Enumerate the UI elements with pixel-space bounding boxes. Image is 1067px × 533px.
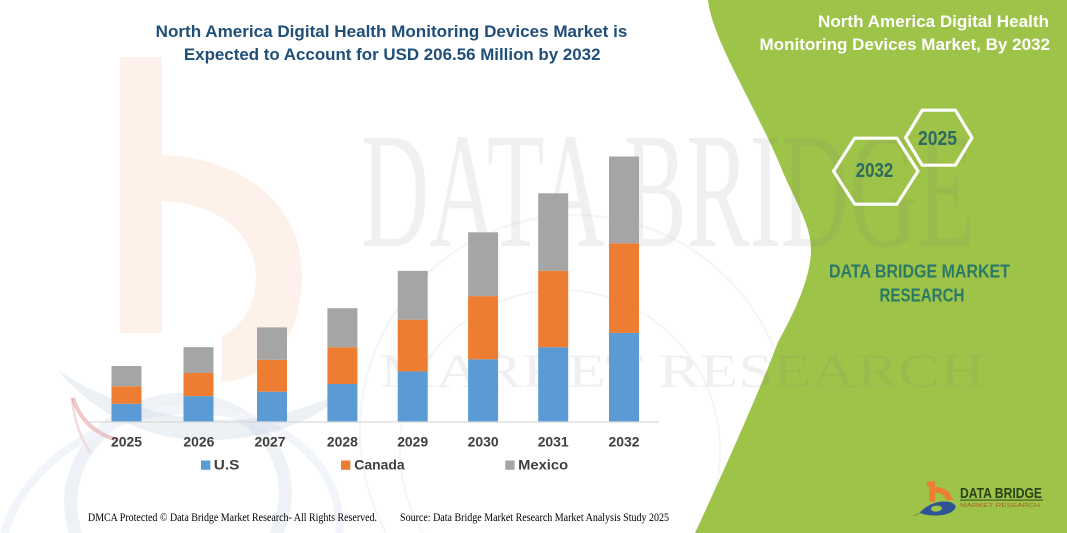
svg-text:2025: 2025	[111, 434, 142, 450]
svg-text:RESEARCH: RESEARCH	[880, 285, 965, 306]
svg-text:2029: 2029	[397, 434, 428, 450]
svg-text:DATA BRIDGE: DATA BRIDGE	[960, 485, 1042, 502]
svg-text:U.S: U.S	[214, 457, 240, 472]
svg-text:North America Digital Health: North America Digital Health	[818, 12, 1049, 31]
svg-text:DATA BRIDGE MARKET: DATA BRIDGE MARKET	[829, 261, 1011, 282]
svg-text:North America Digital Health M: North America Digital Health Monitoring …	[156, 22, 628, 41]
svg-text:DMCA Protected © Data Bridge M: DMCA Protected © Data Bridge Market Rese…	[88, 510, 377, 524]
svg-text:Canada: Canada	[354, 457, 405, 472]
svg-text:2030: 2030	[468, 434, 499, 450]
svg-text:Expected to Account for USD 20: Expected to Account for USD 206.56 Milli…	[184, 45, 601, 64]
svg-text:2027: 2027	[255, 434, 286, 450]
svg-text:2028: 2028	[327, 434, 358, 450]
svg-text:2032: 2032	[609, 434, 640, 450]
svg-text:Mexico: Mexico	[518, 457, 568, 472]
svg-text:2025: 2025	[918, 128, 957, 150]
svg-text:2026: 2026	[183, 434, 214, 450]
svg-text:2032: 2032	[856, 159, 894, 182]
svg-text:Source: Data Bridge Market Res: Source: Data Bridge Market Research Mark…	[400, 510, 669, 524]
svg-text:MARKET RESEARCH: MARKET RESEARCH	[960, 503, 1040, 509]
svg-text:2031: 2031	[538, 434, 569, 450]
svg-text:Monitoring Devices Market, By: Monitoring Devices Market, By 2032	[760, 35, 1051, 54]
svg-text:DATA BRIDGE: DATA BRIDGE	[361, 99, 975, 282]
